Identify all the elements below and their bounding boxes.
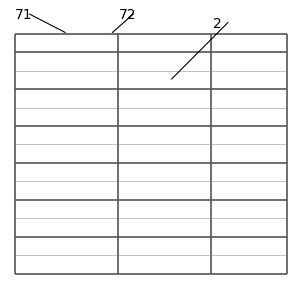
Text: 71: 71 — [15, 8, 33, 23]
Text: 72: 72 — [118, 8, 136, 23]
Text: 2: 2 — [213, 17, 222, 31]
